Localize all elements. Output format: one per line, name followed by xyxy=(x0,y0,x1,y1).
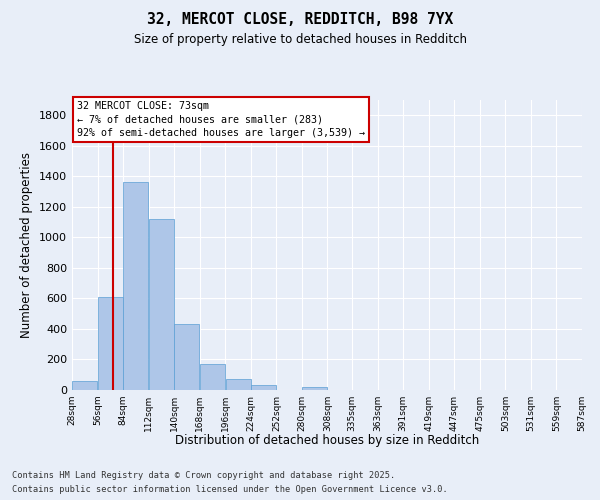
Bar xyxy=(251,384,276,390)
Text: Size of property relative to detached houses in Redditch: Size of property relative to detached ho… xyxy=(133,32,467,46)
Bar xyxy=(98,297,123,390)
Y-axis label: Number of detached properties: Number of detached properties xyxy=(20,152,34,338)
Bar xyxy=(72,381,97,390)
Text: 32, MERCOT CLOSE, REDDITCH, B98 7YX: 32, MERCOT CLOSE, REDDITCH, B98 7YX xyxy=(147,12,453,28)
Bar xyxy=(226,380,251,390)
Bar xyxy=(302,387,327,390)
Text: Contains public sector information licensed under the Open Government Licence v3: Contains public sector information licen… xyxy=(12,486,448,494)
Bar xyxy=(200,364,225,390)
Bar xyxy=(149,219,174,390)
Bar xyxy=(175,324,199,390)
X-axis label: Distribution of detached houses by size in Redditch: Distribution of detached houses by size … xyxy=(175,434,479,447)
Text: Contains HM Land Registry data © Crown copyright and database right 2025.: Contains HM Land Registry data © Crown c… xyxy=(12,470,395,480)
Text: 32 MERCOT CLOSE: 73sqm
← 7% of detached houses are smaller (283)
92% of semi-det: 32 MERCOT CLOSE: 73sqm ← 7% of detached … xyxy=(77,102,365,138)
Bar xyxy=(124,182,148,390)
